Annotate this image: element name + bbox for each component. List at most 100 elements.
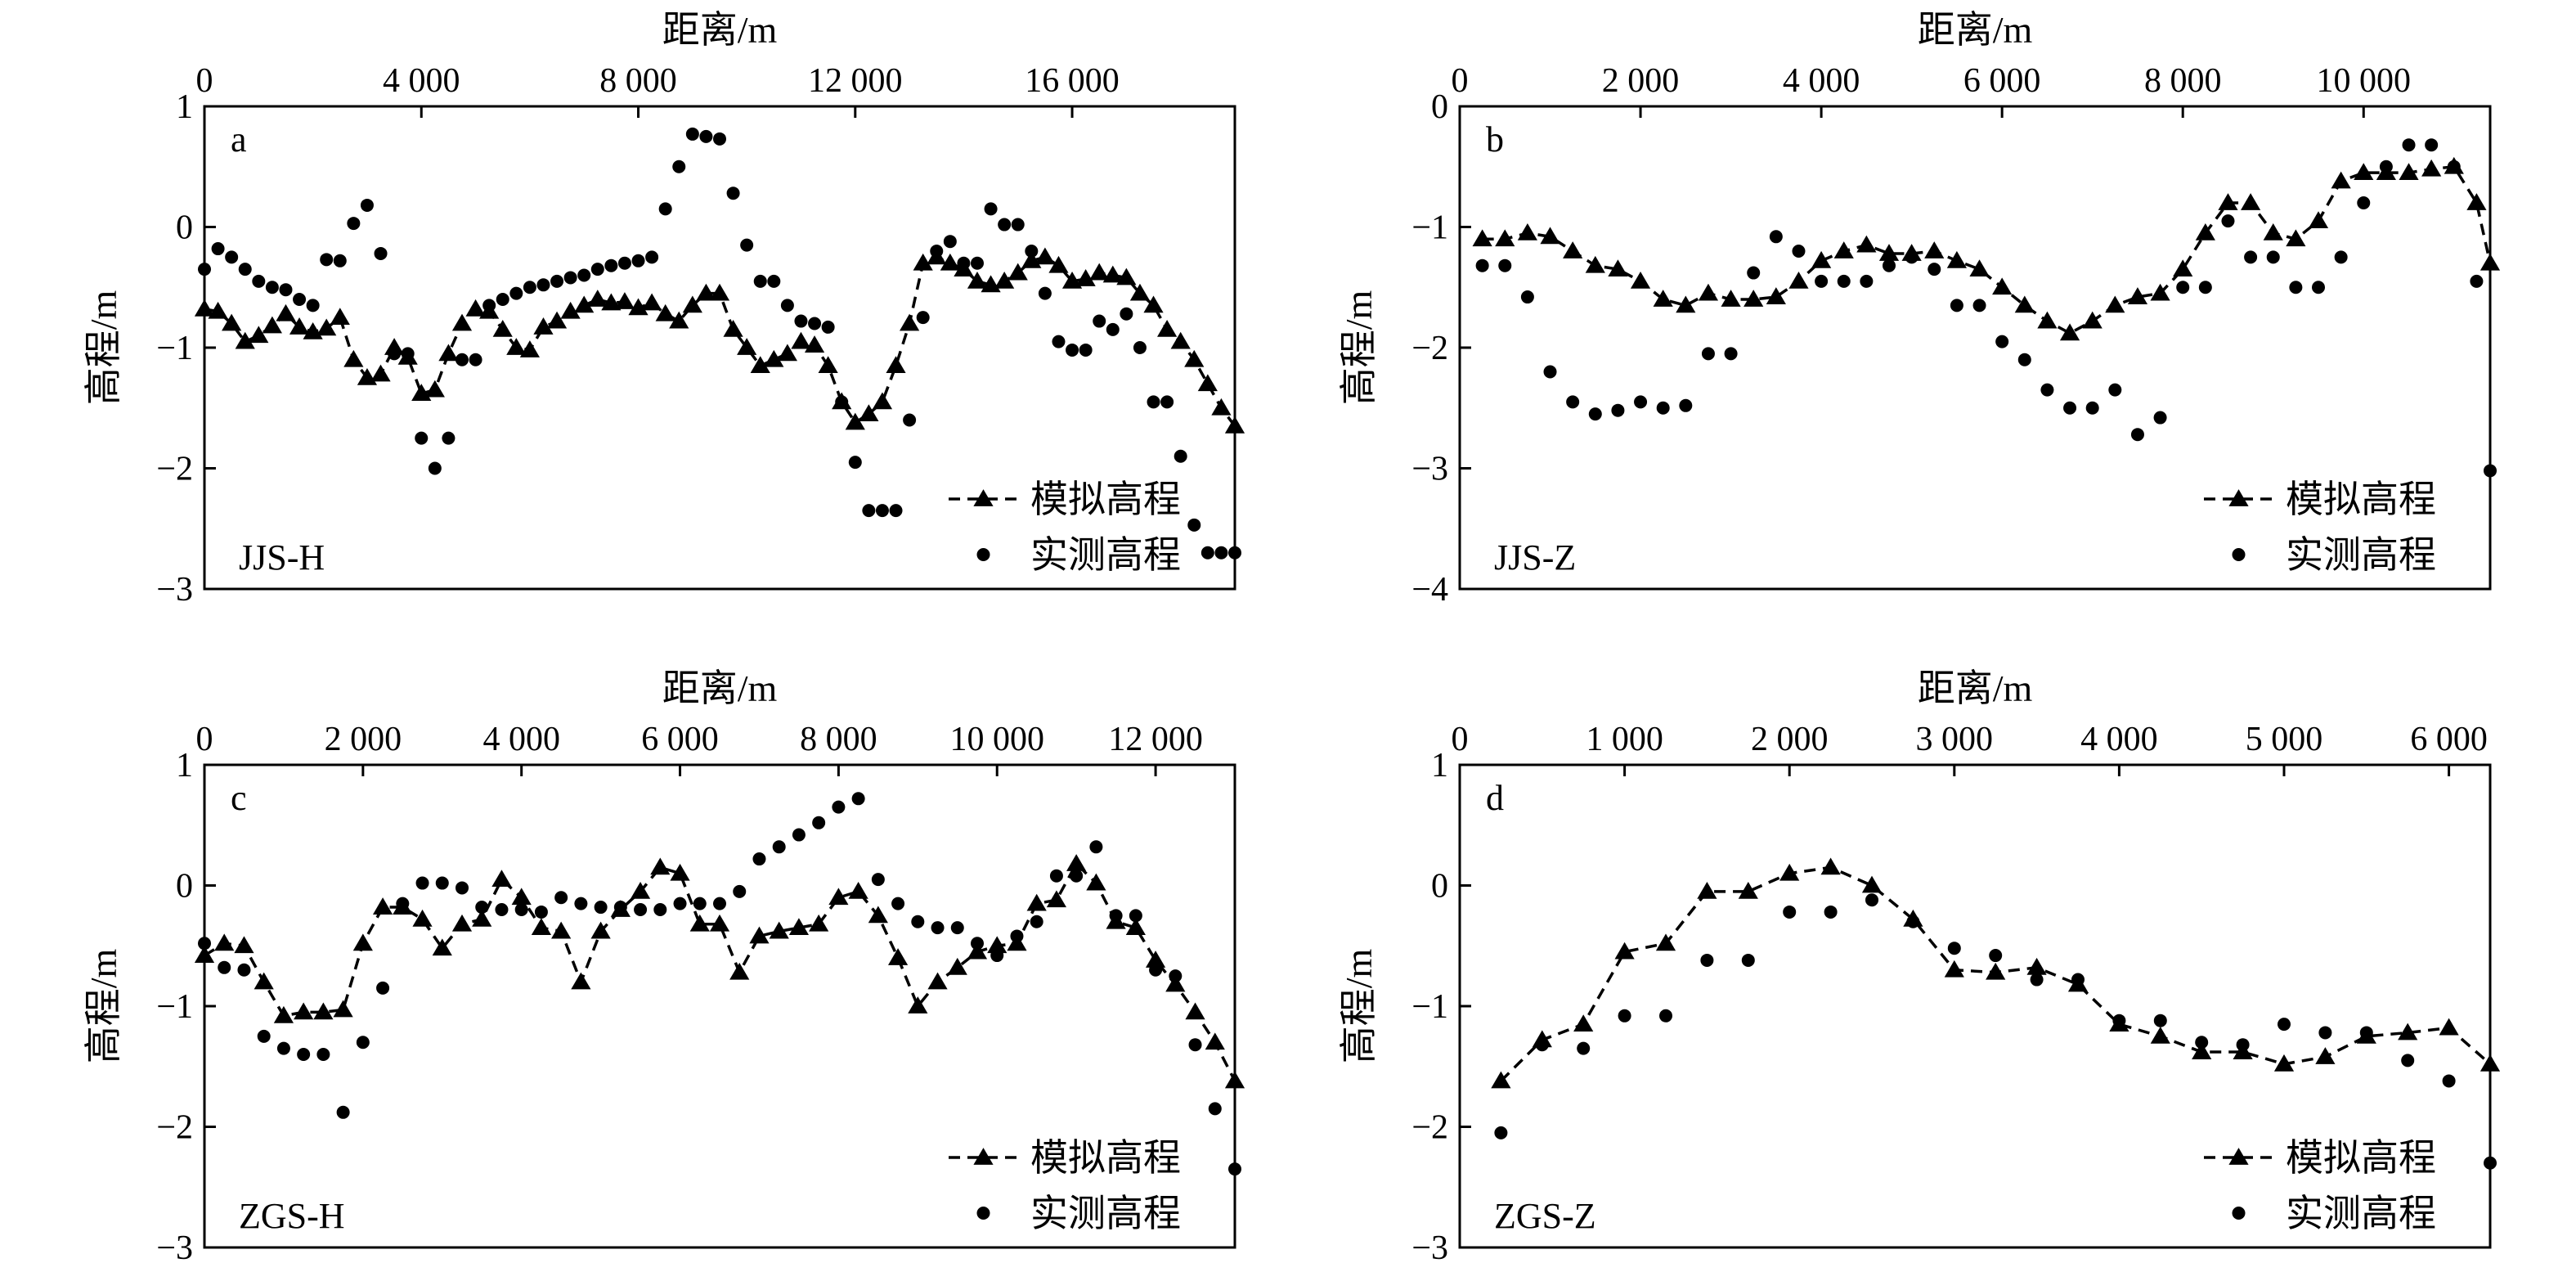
dot-point <box>237 963 251 977</box>
dot-point <box>1543 365 1557 379</box>
dot-point <box>1066 343 1079 357</box>
dot-point <box>1109 909 1123 923</box>
dot-point <box>1187 518 1201 532</box>
triangle-point <box>927 972 948 990</box>
triangle-point <box>1738 881 1758 899</box>
triangle-point <box>2082 311 2103 329</box>
dot-point <box>971 256 984 270</box>
triangle-point <box>913 253 933 271</box>
triangle-point <box>2173 259 2193 277</box>
dot-point <box>563 271 577 285</box>
x-tick-label: 12 000 <box>808 62 903 100</box>
dot-point <box>740 238 754 252</box>
dot-point <box>634 903 648 916</box>
y-tick-label: −2 <box>156 1109 193 1147</box>
triangle-point <box>1676 295 1696 313</box>
triangle-point <box>804 335 825 353</box>
dot-point <box>950 921 964 935</box>
dot-point <box>693 897 707 910</box>
dot-point <box>604 258 618 272</box>
x-axis-label: 距离/m <box>662 667 778 709</box>
dot-point <box>1214 546 1228 560</box>
x-tick-label: 12 000 <box>1108 721 1203 758</box>
x-axis-label: 距离/m <box>662 9 778 51</box>
dot-point <box>388 347 402 361</box>
y-tick-label: −2 <box>1411 1109 1448 1147</box>
triangle-point <box>2331 171 2351 189</box>
triangle-point <box>709 283 730 301</box>
y-tick-label: −3 <box>1411 1229 1448 1267</box>
dot-point <box>851 792 865 806</box>
dot-point <box>1228 546 1241 560</box>
dot-point <box>1093 314 1106 328</box>
dot-point <box>1520 290 1534 304</box>
series-line <box>204 861 1236 1082</box>
dot-point <box>1634 395 1648 409</box>
triangle-point <box>682 295 702 313</box>
panel-c: 距离/m0 2 000 4 000 6 000 8 000 10 000 12 00010−… <box>83 667 1245 1267</box>
y-axis-label: 高程/m <box>1338 949 1380 1064</box>
triangle-point <box>908 996 928 1014</box>
triangle-point <box>2150 1026 2170 1044</box>
dot-point <box>889 504 903 518</box>
dot-point <box>2447 160 2461 173</box>
triangle-point <box>412 909 433 927</box>
dot-point <box>320 253 334 267</box>
panel-a: 距离/m0 4 000 8 000 12 000 16 00010−1−2−3高程/ma… <box>83 9 1245 609</box>
triangle-point <box>2127 287 2148 304</box>
dot-point <box>875 504 889 518</box>
dot-point <box>752 852 766 866</box>
dot-point <box>333 254 347 267</box>
dot-point <box>2278 1018 2291 1032</box>
dot-point <box>415 876 429 890</box>
legend-triangle-sample <box>973 489 994 506</box>
y-tick-label: −1 <box>156 330 193 367</box>
dot-point <box>2063 401 2077 415</box>
triangle-point <box>511 888 532 906</box>
dot-point <box>1995 335 2009 348</box>
triangle-point <box>628 298 648 316</box>
dot-point <box>1656 401 1670 415</box>
dot-point <box>1498 258 1512 272</box>
dot-point <box>767 274 781 288</box>
triangle-point <box>2480 1054 2501 1072</box>
dot-point <box>1679 398 1693 412</box>
triangle-point <box>1811 250 1832 268</box>
dot-point <box>1769 230 1783 244</box>
triangle-point <box>2105 295 2125 313</box>
dot-point <box>1815 274 1829 288</box>
triangle-point <box>491 870 512 888</box>
triangle-point <box>848 881 868 899</box>
dot-point <box>401 347 415 361</box>
dot-point <box>903 413 917 427</box>
triangle-point <box>289 317 310 335</box>
dot-point <box>2318 1026 2332 1040</box>
triangle-point <box>630 881 651 899</box>
triangle-point <box>2059 323 2080 341</box>
dot-point <box>2244 250 2258 264</box>
dot-point <box>577 268 591 282</box>
triangle-point <box>587 290 608 307</box>
profile-label: ZGS-H <box>239 1196 345 1236</box>
triangle-point <box>316 318 337 336</box>
dot-point <box>554 891 568 905</box>
dot-point <box>1947 942 1961 955</box>
dot-point <box>891 897 905 910</box>
legend-label-measured: 实测高程 <box>1030 1193 1181 1234</box>
triangle-point <box>2421 159 2442 177</box>
dot-point <box>1928 263 1941 276</box>
dot-point <box>1906 915 1920 928</box>
dot-point <box>1169 969 1183 983</box>
dot-point <box>835 395 849 409</box>
dot-point <box>1011 218 1025 231</box>
triangle-point <box>868 906 888 924</box>
y-tick-label: −1 <box>1411 988 1448 1026</box>
dot-point <box>911 915 925 928</box>
dot-point <box>482 299 496 312</box>
dot-point <box>645 250 659 264</box>
triangle-point <box>2263 222 2283 240</box>
series-模拟高程 <box>1491 857 2501 1089</box>
dot-point <box>297 1048 311 1061</box>
